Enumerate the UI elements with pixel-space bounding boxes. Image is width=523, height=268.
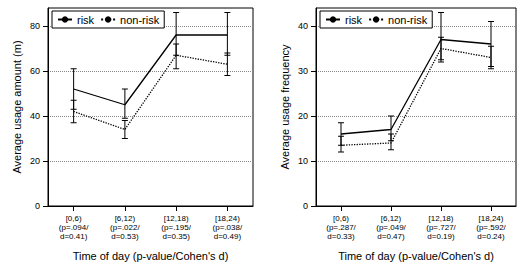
svg-text:(p=.049/: (p=.049/ xyxy=(376,223,406,232)
svg-text:non-risk: non-risk xyxy=(388,14,428,26)
svg-text:d=0.24): d=0.24) xyxy=(477,232,505,241)
svg-text:(p=.727/: (p=.727/ xyxy=(426,223,456,232)
svg-text:non-risk: non-risk xyxy=(120,14,160,26)
svg-text:[6,12): [6,12) xyxy=(115,214,136,223)
svg-text:(p=.287/: (p=.287/ xyxy=(326,223,356,232)
svg-text:risk: risk xyxy=(345,14,363,26)
svg-text:[0,6): [0,6) xyxy=(333,214,349,223)
svg-text:40: 40 xyxy=(30,111,40,121)
svg-text:10: 10 xyxy=(298,156,308,166)
svg-text:[6,12): [6,12) xyxy=(381,214,402,223)
svg-text:d=0.49): d=0.49) xyxy=(214,232,242,241)
svg-text:0: 0 xyxy=(35,201,40,211)
svg-text:20: 20 xyxy=(30,156,40,166)
svg-text:[12,18): [12,18) xyxy=(164,214,189,223)
svg-text:d=0.53): d=0.53) xyxy=(111,232,139,241)
svg-text:[0,6): [0,6) xyxy=(66,214,82,223)
svg-text:80: 80 xyxy=(30,21,40,31)
svg-text:d=0.41): d=0.41) xyxy=(60,232,88,241)
svg-text:0: 0 xyxy=(303,201,308,211)
svg-text:(p=.022/: (p=.022/ xyxy=(110,223,140,232)
svg-text:Average usage amount (m): Average usage amount (m) xyxy=(11,40,23,173)
svg-text:(p=.195/: (p=.195/ xyxy=(161,223,191,232)
svg-text:Time of day (p-value/Cohen's d: Time of day (p-value/Cohen's d) xyxy=(338,250,494,262)
svg-text:30: 30 xyxy=(298,66,308,76)
svg-text:(p=.592/: (p=.592/ xyxy=(476,223,506,232)
svg-text:d=0.33): d=0.33) xyxy=(327,232,355,241)
svg-text:d=0.35): d=0.35) xyxy=(162,232,190,241)
svg-text:Average usage frequency: Average usage frequency xyxy=(279,44,291,170)
svg-text:d=0.47): d=0.47) xyxy=(377,232,405,241)
svg-text:20: 20 xyxy=(298,111,308,121)
svg-text:Time of day (p-value/Cohen's d: Time of day (p-value/Cohen's d) xyxy=(73,250,229,262)
svg-text:(p=.038/: (p=.038/ xyxy=(213,223,243,232)
svg-text:d=0.19): d=0.19) xyxy=(427,232,455,241)
svg-text:40: 40 xyxy=(298,21,308,31)
svg-text:risk: risk xyxy=(77,14,95,26)
svg-text:[18,24): [18,24) xyxy=(479,214,504,223)
svg-text:[12,18): [12,18) xyxy=(429,214,454,223)
svg-text:(p=.094/: (p=.094/ xyxy=(59,223,89,232)
svg-text:[18,24): [18,24) xyxy=(215,214,240,223)
svg-text:60: 60 xyxy=(30,66,40,76)
